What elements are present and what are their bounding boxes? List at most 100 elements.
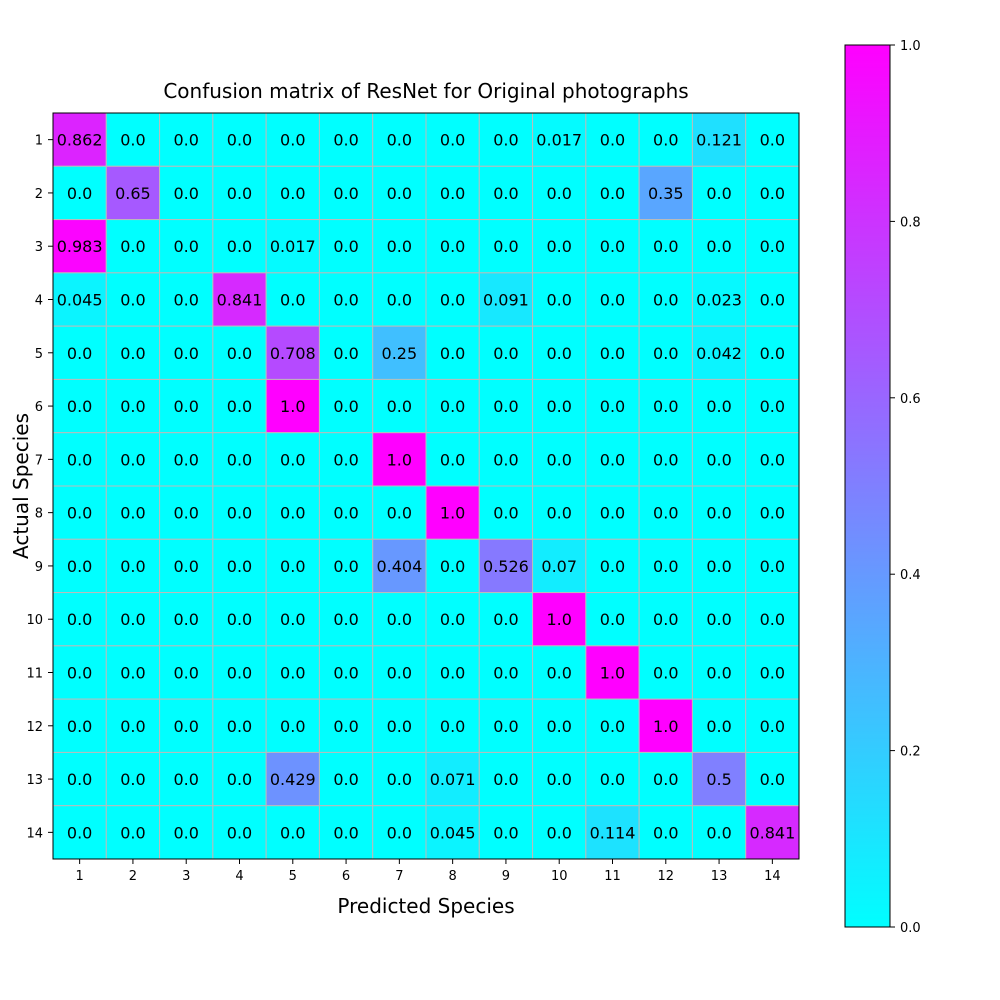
heatmap-cell xyxy=(159,592,214,647)
cell-value-label: 0.0 xyxy=(280,823,305,842)
heatmap-cell xyxy=(745,645,800,700)
heatmap-cell xyxy=(159,165,214,221)
y-tick-label: 3 xyxy=(35,240,43,255)
cell-value-label: 0.25 xyxy=(382,344,418,363)
heatmap-cell xyxy=(318,112,374,167)
heatmap-cell xyxy=(638,112,693,167)
heatmap-cell xyxy=(532,485,587,540)
cell-value-label: 0.0 xyxy=(706,557,731,576)
heatmap-cell xyxy=(691,272,747,327)
cell-value-label: 0.0 xyxy=(227,184,252,203)
heatmap-cell xyxy=(745,485,800,540)
cell-value-label: 0.0 xyxy=(600,557,625,576)
heatmap-cell xyxy=(52,592,107,647)
heatmap-cell xyxy=(691,751,747,807)
cell-value-label: 0.0 xyxy=(493,237,518,256)
cell-value-label: 0.0 xyxy=(440,291,465,310)
cell-value-label: 0.65 xyxy=(115,184,151,203)
heatmap-cell xyxy=(478,751,534,807)
x-tick-label: 10 xyxy=(551,869,568,884)
cell-value-label: 0.0 xyxy=(280,557,305,576)
cell-value-label: 0.0 xyxy=(493,344,518,363)
cell-value-label: 0.0 xyxy=(760,237,785,256)
heatmap-cell xyxy=(52,805,107,860)
heatmap-cell xyxy=(745,219,800,274)
cell-value-label: 0.0 xyxy=(760,131,785,150)
heatmap-cell xyxy=(425,325,480,380)
cell-value-label: 0.0 xyxy=(653,450,678,469)
heatmap-cell xyxy=(52,432,107,487)
cell-value-label: 0.0 xyxy=(227,664,252,683)
cell-value-label: 0.0 xyxy=(440,610,465,629)
cell-value-label: 0.0 xyxy=(760,397,785,416)
cell-value-label: 0.0 xyxy=(600,131,625,150)
y-tick-label: 9 xyxy=(35,560,43,575)
cell-value-label: 0.0 xyxy=(280,131,305,150)
heatmap-cell xyxy=(52,272,107,327)
x-tick-label: 13 xyxy=(711,869,728,884)
cell-value-label: 1.0 xyxy=(280,397,305,416)
cell-value-label: 0.0 xyxy=(333,131,358,150)
cell-value-label: 0.0 xyxy=(387,770,412,789)
cell-value-label: 0.0 xyxy=(760,770,785,789)
x-tick-label: 8 xyxy=(449,869,457,884)
cell-value-label: 0.0 xyxy=(67,717,92,736)
heatmap-cell xyxy=(691,378,747,434)
cell-value-label: 0.114 xyxy=(590,823,636,842)
heatmap-cell xyxy=(212,751,267,807)
cell-value-label: 0.0 xyxy=(387,717,412,736)
heatmap-cell xyxy=(372,645,427,700)
cell-value-label: 0.0 xyxy=(387,291,412,310)
cell-value-label: 0.0 xyxy=(760,450,785,469)
cell-value-label: 0.0 xyxy=(546,184,571,203)
heatmap-cell xyxy=(638,485,693,540)
cell-value-label: 0.0 xyxy=(600,450,625,469)
cell-value-label: 0.0 xyxy=(333,610,358,629)
cell-value-label: 0.841 xyxy=(749,823,795,842)
colorbar-tick-label: 0.0 xyxy=(900,921,921,936)
cell-value-label: 0.0 xyxy=(173,237,198,256)
heatmap-cell xyxy=(372,751,427,807)
y-tick-label: 13 xyxy=(26,773,43,788)
heatmap-cell xyxy=(372,165,427,221)
cell-value-label: 1.0 xyxy=(387,450,412,469)
cell-value-label: 0.5 xyxy=(706,770,731,789)
y-tick-label: 1 xyxy=(35,134,43,149)
heatmap-cell xyxy=(585,219,640,274)
cell-value-label: 0.091 xyxy=(483,291,529,310)
heatmap-cells: 0.862 0.0 0.0 0.0 0.0 0.0 0.0 0.0 0.0 0.017 0.0 0.0… xyxy=(52,112,800,860)
heatmap-cell xyxy=(318,272,374,327)
cell-value-label: 0.0 xyxy=(227,450,252,469)
heatmap-cell xyxy=(745,378,800,434)
heatmap-cell xyxy=(638,805,693,860)
heatmap-cell xyxy=(478,165,534,221)
heatmap-cell xyxy=(105,698,161,753)
heatmap-cell xyxy=(585,751,640,807)
cell-value-label: 0.0 xyxy=(333,397,358,416)
heatmap-cell xyxy=(585,325,640,380)
heatmap-cell xyxy=(425,751,480,807)
heatmap-cell xyxy=(425,645,480,700)
cell-value-label: 0.0 xyxy=(653,610,678,629)
cell-value-label: 0.0 xyxy=(546,450,571,469)
heatmap-cell xyxy=(159,219,214,274)
heatmap-cell xyxy=(638,325,693,380)
cell-value-label: 0.0 xyxy=(173,344,198,363)
cell-value-label: 0.0 xyxy=(706,450,731,469)
heatmap-cell xyxy=(105,485,161,540)
heatmap-cell xyxy=(691,592,747,647)
y-tick-label: 5 xyxy=(35,347,43,362)
cell-value-label: 0.0 xyxy=(67,557,92,576)
heatmap-cell xyxy=(585,165,640,221)
heatmap-cell xyxy=(638,645,693,700)
cell-value-label: 0.0 xyxy=(493,504,518,523)
cell-value-label: 0.0 xyxy=(760,291,785,310)
cell-value-label: 0.0 xyxy=(120,237,145,256)
heatmap-cell xyxy=(372,805,427,860)
heatmap-cell xyxy=(318,805,374,860)
heatmap-cell xyxy=(52,219,107,274)
cell-value-label: 0.0 xyxy=(440,557,465,576)
heatmap-cell xyxy=(478,538,534,594)
heatmap-cell xyxy=(425,592,480,647)
cell-value-label: 0.0 xyxy=(280,664,305,683)
